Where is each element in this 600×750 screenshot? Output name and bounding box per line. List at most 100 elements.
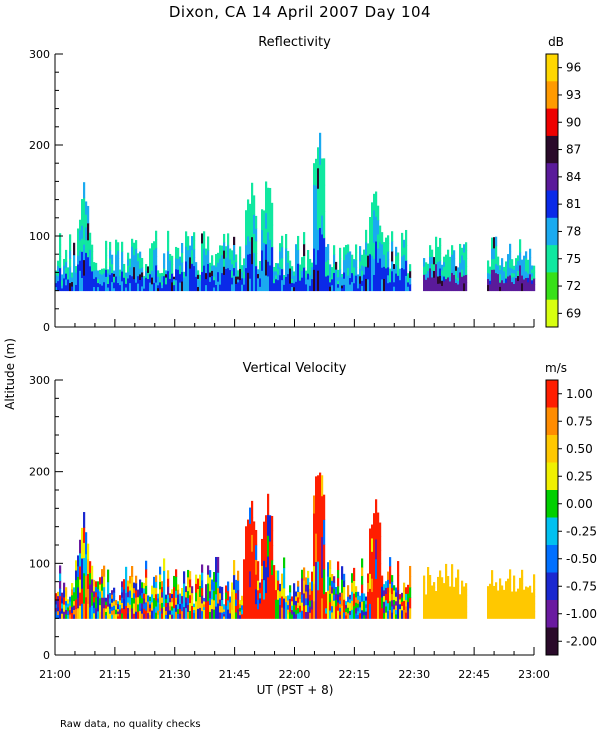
heatmap-cell xyxy=(375,241,378,267)
heatmap-cell xyxy=(503,596,506,605)
heatmap-cell xyxy=(311,270,314,276)
heatmap-cell xyxy=(245,595,248,619)
heatmap-cell xyxy=(445,602,448,612)
heatmap-cell xyxy=(263,598,266,619)
heatmap-cell xyxy=(433,257,436,265)
heatmap-cell xyxy=(275,274,278,280)
heatmap-cell xyxy=(161,591,164,598)
heatmap-cell xyxy=(431,585,434,595)
heatmap-cell xyxy=(363,600,366,605)
heatmap-cell xyxy=(355,607,358,614)
heatmap-cell xyxy=(131,597,134,609)
heatmap-cell xyxy=(117,266,120,275)
heatmap-cell xyxy=(319,227,322,260)
heatmap-cell xyxy=(109,613,112,619)
heatmap-cell xyxy=(347,607,350,614)
heatmap-cell xyxy=(429,267,432,280)
heatmap-cell xyxy=(511,281,514,287)
heatmap-cell xyxy=(279,590,282,599)
heatmap-cell xyxy=(123,608,126,619)
heatmap-cell xyxy=(491,258,494,270)
heatmap-cell xyxy=(133,587,136,594)
heatmap-cell xyxy=(185,275,188,292)
heatmap-cell xyxy=(433,277,436,285)
heatmap-cell xyxy=(211,270,214,276)
heatmap-cell xyxy=(333,263,336,273)
heatmap-cell xyxy=(445,260,448,268)
heatmap-cell xyxy=(381,255,384,268)
heatmap-cell xyxy=(235,276,238,284)
heatmap-cell xyxy=(223,266,226,275)
heatmap-cell xyxy=(161,284,164,289)
heatmap-cell xyxy=(321,196,324,216)
x-tick-label: 22:15 xyxy=(339,668,371,681)
heatmap-cell xyxy=(393,599,396,605)
heatmap-cell xyxy=(529,265,532,275)
heatmap-cell xyxy=(523,261,526,268)
heatmap-cell xyxy=(67,273,70,280)
heatmap-cell xyxy=(117,258,120,267)
heatmap-cell xyxy=(377,233,380,249)
heatmap-cell xyxy=(345,281,348,292)
heatmap-cell xyxy=(283,281,286,285)
heatmap-cell xyxy=(427,575,430,585)
heatmap-cell xyxy=(437,268,440,277)
heatmap-cell xyxy=(139,279,142,286)
heatmap-cell xyxy=(279,583,282,592)
heatmap-cell xyxy=(325,592,328,598)
heatmap-cell xyxy=(497,590,500,598)
heatmap-cell xyxy=(507,595,510,602)
heatmap-cell xyxy=(505,607,508,614)
heatmap-cell xyxy=(253,252,256,273)
heatmap-cell xyxy=(493,585,496,592)
heatmap-cell xyxy=(373,565,376,584)
heatmap-cell xyxy=(461,599,464,607)
heatmap-cell xyxy=(355,612,358,619)
heatmap-cell xyxy=(105,611,108,616)
heatmap-cell xyxy=(531,599,534,605)
heatmap-cell xyxy=(393,277,396,283)
heatmap-cell xyxy=(449,261,452,268)
heatmap-cell xyxy=(107,276,110,281)
heatmap-cell xyxy=(331,599,334,607)
heatmap-cell xyxy=(71,600,74,608)
heatmap-cell xyxy=(79,239,82,251)
heatmap-cell xyxy=(85,596,88,619)
heatmap-cell xyxy=(511,603,514,608)
heatmap-cell xyxy=(311,608,314,619)
heatmap-cell xyxy=(55,593,58,598)
heatmap-cell xyxy=(291,266,294,271)
heatmap-cell xyxy=(489,276,492,281)
heatmap-cell xyxy=(241,271,244,279)
heatmap-cell xyxy=(189,245,192,258)
heatmap-cell xyxy=(65,591,68,597)
heatmap-cell xyxy=(237,281,240,286)
heatmap-cell xyxy=(63,265,66,273)
heatmap-cell xyxy=(451,263,454,273)
heatmap-cell xyxy=(91,277,94,285)
heatmap-cell xyxy=(401,279,404,292)
heatmap-cell xyxy=(405,229,408,246)
heatmap-cell xyxy=(369,603,372,619)
heatmap-cell xyxy=(397,604,400,619)
heatmap-cell xyxy=(395,281,398,292)
heatmap-cell xyxy=(127,580,130,587)
heatmap-cell xyxy=(437,283,440,292)
heatmap-cell xyxy=(163,268,166,277)
heatmap-cell xyxy=(57,614,60,619)
heatmap-cell xyxy=(233,259,236,269)
heatmap-cell xyxy=(329,560,332,569)
heatmap-cell xyxy=(283,275,286,279)
heatmap-cell xyxy=(63,604,66,612)
heatmap-cell xyxy=(437,276,440,284)
heatmap-cell xyxy=(331,586,334,594)
heatmap-cell xyxy=(59,244,62,257)
heatmap-cell xyxy=(403,609,406,619)
heatmap-cell xyxy=(527,610,530,619)
heatmap-cell xyxy=(165,280,168,285)
heatmap-cell xyxy=(171,597,174,603)
heatmap-cell xyxy=(115,268,118,277)
heatmap-cell xyxy=(153,249,156,259)
heatmap-cell xyxy=(429,612,432,619)
heatmap-cell xyxy=(87,273,90,292)
